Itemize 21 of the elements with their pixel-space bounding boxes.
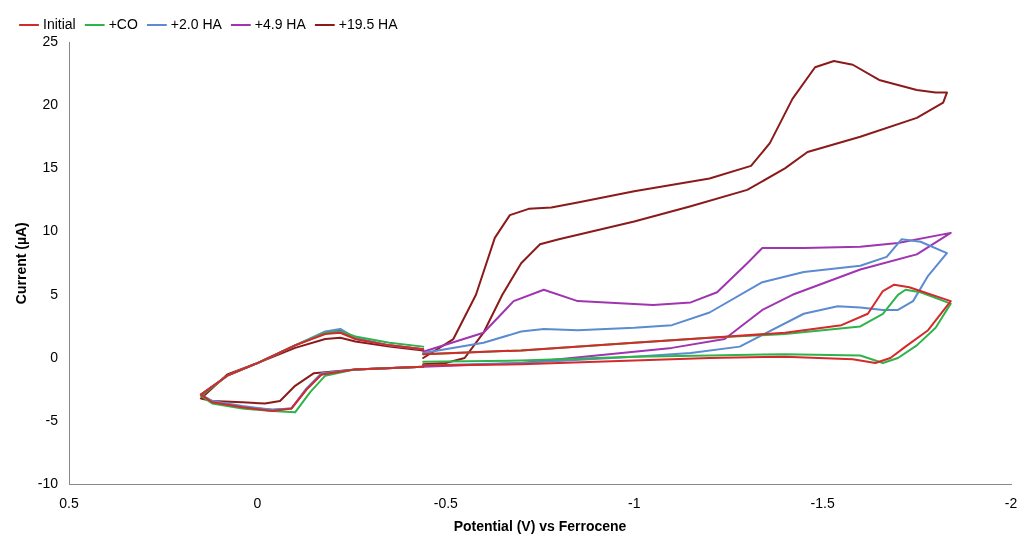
x-tick-label: 0 (253, 494, 262, 511)
y-tick-label: 10 (42, 222, 59, 239)
y-tick-label: 15 (42, 159, 59, 176)
y-tick-label: 20 (42, 96, 59, 113)
x-tick-label: -1 (627, 494, 641, 511)
y-tick-label: -10 (37, 475, 59, 492)
legend-label: +19.5 HA (338, 15, 399, 32)
y-tick-label: -5 (45, 412, 59, 429)
y-tick-label: 0 (50, 348, 59, 365)
legend-label: Initial (43, 15, 76, 32)
y-axis-title: Current (µA) (13, 222, 30, 305)
x-tick-label: -1.5 (810, 494, 835, 511)
x-tick-label: 0.5 (59, 494, 79, 511)
x-axis-title: Potential (V) vs Ferrocene (453, 518, 627, 535)
x-tick-label: -2 (1004, 494, 1018, 511)
legend-label: +4.9 HA (254, 15, 307, 32)
legend-label: +CO (108, 15, 138, 32)
legend-label: +2.0 HA (170, 15, 223, 32)
y-tick-label: 5 (50, 285, 59, 302)
y-tick-label: 25 (42, 32, 59, 49)
x-tick-label: -0.5 (433, 494, 459, 511)
